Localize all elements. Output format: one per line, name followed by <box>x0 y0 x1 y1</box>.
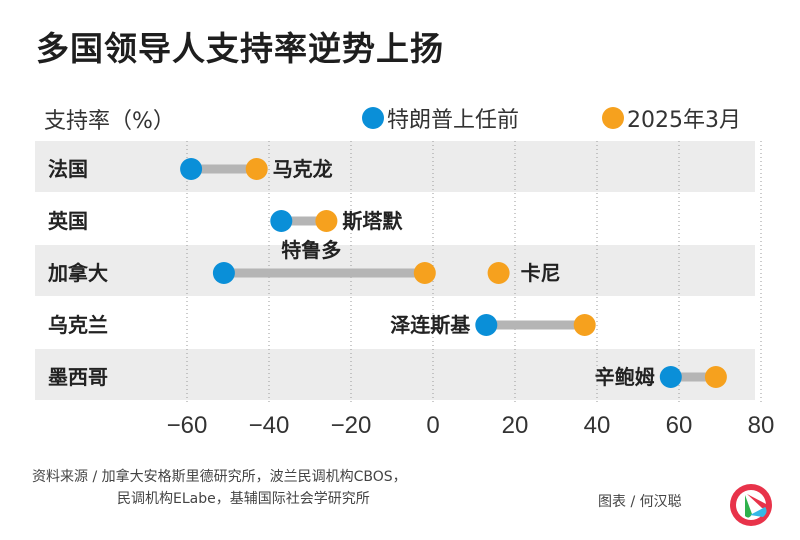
connector-bar <box>670 372 716 382</box>
country-label: 英国 <box>48 209 88 233</box>
chart-title: 多国领导人支持率逆势上扬 <box>36 29 444 68</box>
dot-before <box>659 366 682 388</box>
connector-bar <box>223 268 425 278</box>
x-tick-label: −60 <box>167 412 208 439</box>
connector-bar <box>191 164 257 174</box>
leader-label: 泽连斯基 <box>390 313 471 337</box>
connector-bar <box>486 320 585 330</box>
legend-dot-before-icon <box>362 107 384 129</box>
dot-before <box>180 158 203 180</box>
leader-label: 马克龙 <box>273 157 333 181</box>
dot-before <box>270 210 293 232</box>
country-label: 墨西哥 <box>48 365 108 389</box>
x-tick-label: −40 <box>249 412 290 439</box>
row-band <box>35 349 755 400</box>
leader-label: 特鲁多 <box>281 238 341 262</box>
dot-before <box>475 314 498 336</box>
legend-dot-after-icon <box>602 107 624 129</box>
x-tick-label: −20 <box>331 412 372 439</box>
dot-after <box>704 366 727 388</box>
media-logo-icon <box>730 484 772 526</box>
legend-item-before: 特朗普上任前 <box>362 102 519 134</box>
x-tick-label: 0 <box>426 412 439 439</box>
x-tick-label: 60 <box>666 412 693 439</box>
dot-after <box>573 314 596 336</box>
source-note: 资料来源 / 加拿大安格斯里德研究所，波兰民调机构CBOS， 民调机构ELabe… <box>32 466 407 510</box>
row-band <box>35 141 755 192</box>
country-label: 加拿大 <box>47 261 108 285</box>
x-tick-label: 80 <box>748 412 775 439</box>
country-label: 乌克兰 <box>48 313 108 337</box>
leader-label-extra: 卡尼 <box>521 261 561 285</box>
dot-after-extra <box>487 262 510 284</box>
x-tick-label: 20 <box>502 412 529 439</box>
connector-bar <box>281 216 327 226</box>
legend-label-before: 特朗普上任前 <box>387 108 520 133</box>
x-tick-label: 40 <box>584 412 611 439</box>
dot-before <box>212 262 235 284</box>
legend-item-after: 2025年3月 <box>602 102 741 134</box>
country-label: 法国 <box>48 157 88 181</box>
leader-label: 辛鲍姆 <box>595 365 655 389</box>
dot-after <box>315 210 338 232</box>
chart-credit: 图表 / 何汉聪 <box>598 494 682 510</box>
source-line-1: 资料来源 / 加拿大安格斯里德研究所，波兰民调机构CBOS， <box>32 469 407 485</box>
leader-label: 斯塔默 <box>342 209 403 233</box>
source-line-2: 民调机构ELabe，基辅国际社会学研究所 <box>117 491 370 507</box>
legend-label-after: 2025年3月 <box>627 108 741 133</box>
dot-after <box>245 158 268 180</box>
dot-after <box>413 262 436 284</box>
y-axis-label: 支持率（%） <box>44 109 175 134</box>
